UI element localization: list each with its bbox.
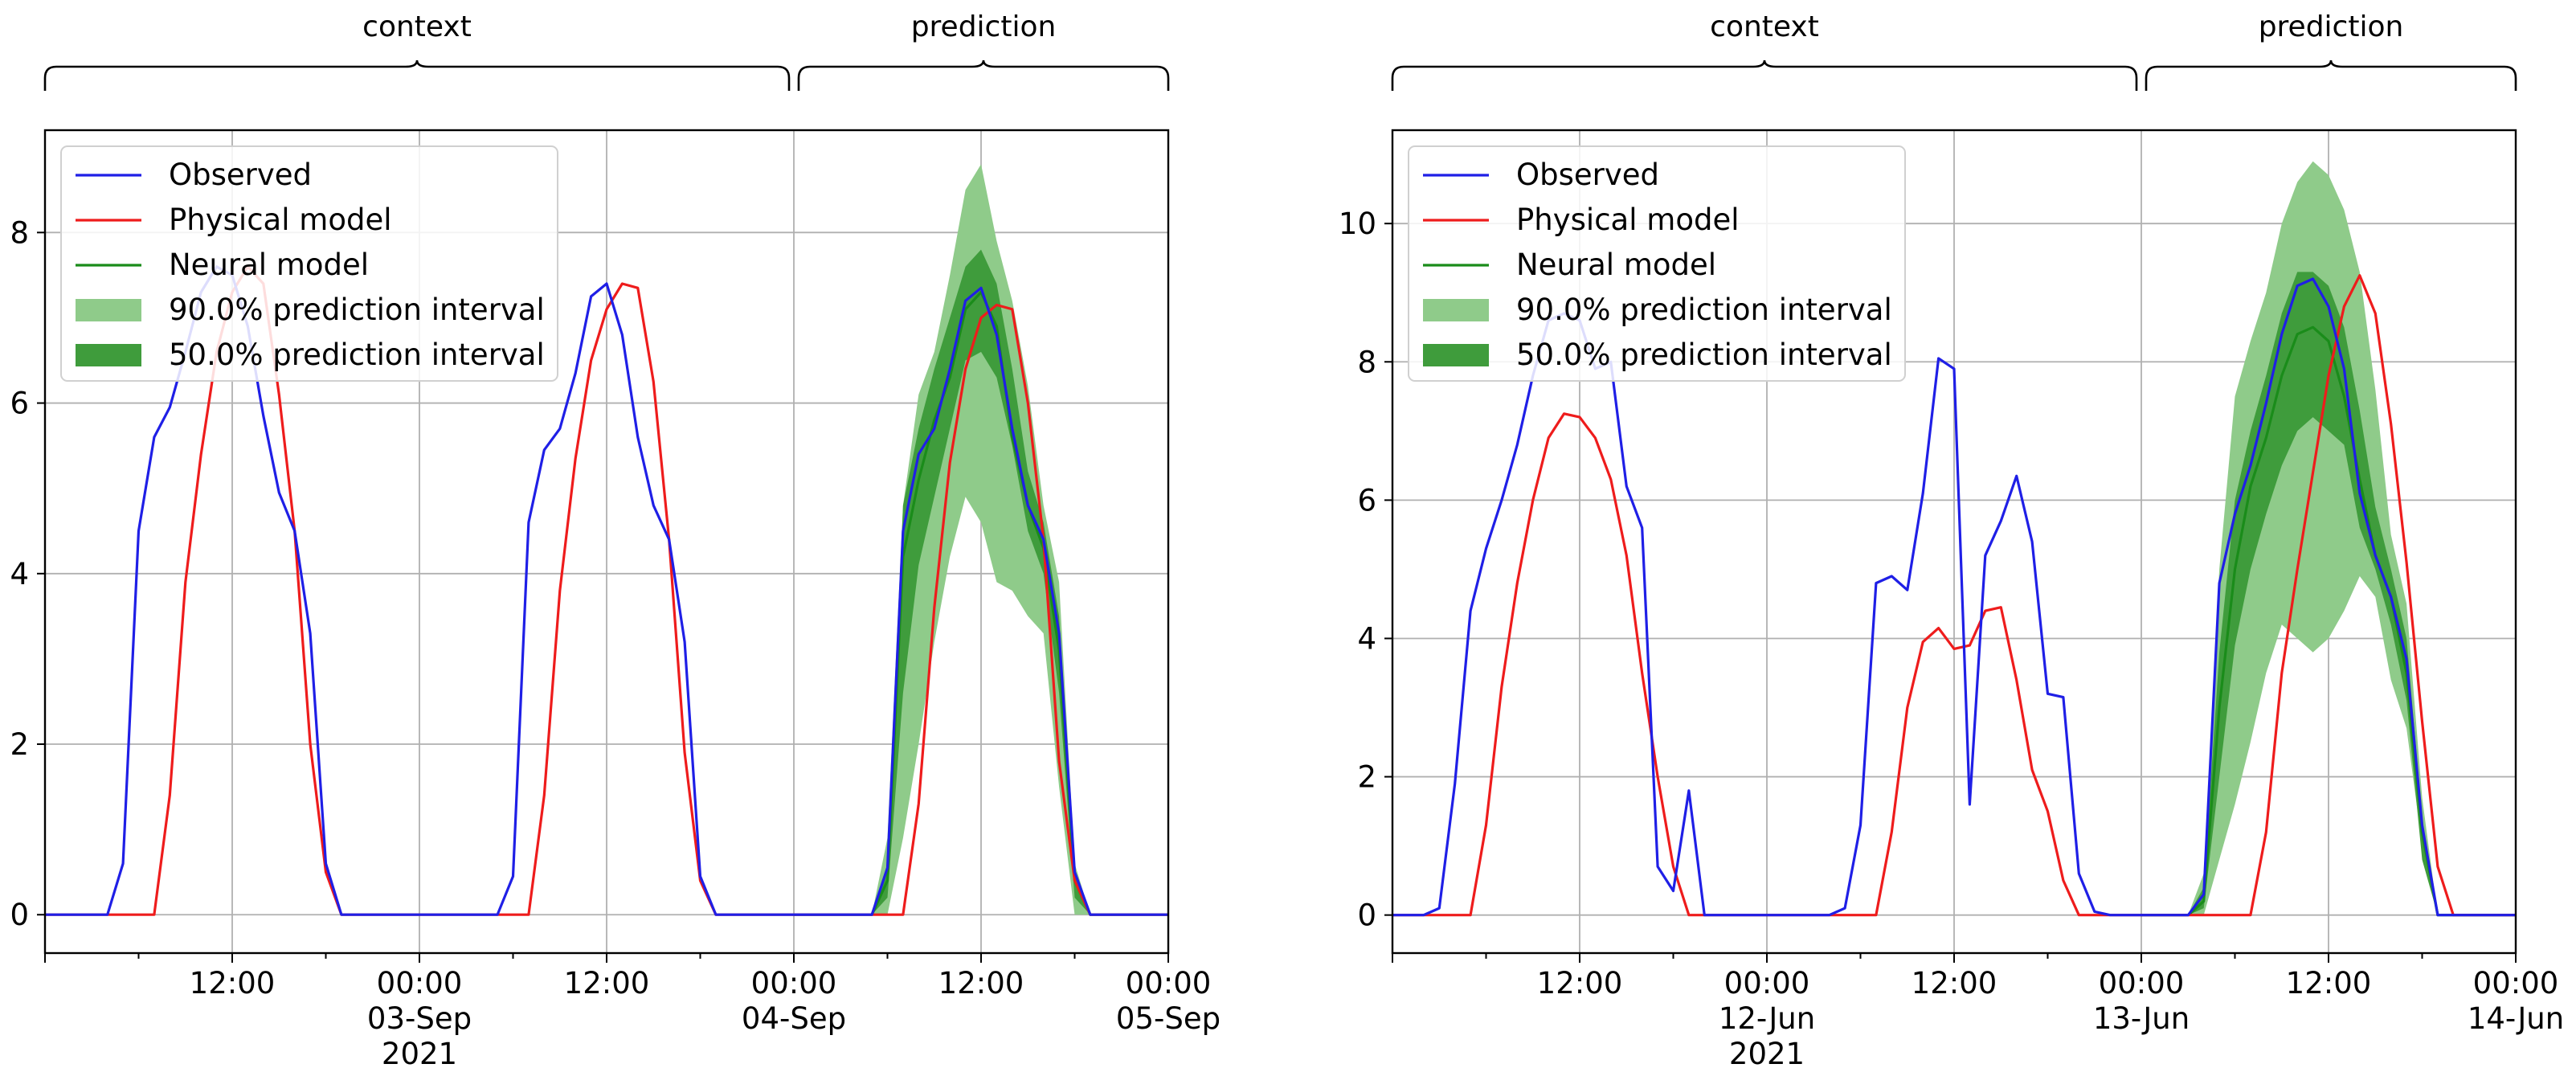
x-tick-label: 2021 — [382, 1037, 457, 1068]
y-tick-label: 2 — [1357, 760, 1376, 795]
legend-label: Physical model — [169, 203, 391, 237]
x-tick-label: 12-Jun — [1719, 1001, 1815, 1036]
legend-box — [1408, 145, 1906, 382]
region-brace-prediction — [797, 59, 1170, 91]
y-tick-label: 2 — [10, 727, 29, 762]
series-line-neural-model — [2141, 325, 2516, 917]
legend-box — [60, 145, 558, 382]
legend-swatch — [76, 344, 141, 366]
y-tick-label: 0 — [1357, 898, 1376, 933]
x-tick-label: 03-Sep — [367, 1001, 472, 1036]
region-brace-context — [43, 59, 791, 91]
x-tick-label: 13-Jun — [2093, 1001, 2190, 1036]
legend-label: Observed — [169, 158, 312, 192]
series-band-pi50 — [2188, 272, 2438, 915]
x-tick-label: 12:00 — [1537, 966, 1623, 1000]
region-label-context: context — [1710, 10, 1819, 43]
legend-label: Neural model — [1516, 248, 1716, 282]
legend-label: 90.0% prediction interval — [169, 293, 545, 327]
x-tick-label: 12:00 — [190, 966, 276, 1000]
series-line-physical-model — [1392, 274, 2516, 917]
x-tick-label: 12:00 — [564, 966, 650, 1000]
y-tick-label: 4 — [1357, 621, 1376, 656]
y-tick-label: 0 — [10, 898, 29, 932]
x-tick-label: 12:00 — [938, 966, 1024, 1000]
x-tick-label: 00:00 — [2099, 966, 2185, 1000]
x-tick-label: 2021 — [1729, 1037, 1805, 1068]
legend: Observed Physical model Neural model 90.0% … — [1408, 145, 1906, 382]
legend-swatch — [1423, 299, 1489, 321]
y-tick-label: 6 — [1357, 483, 1376, 518]
region-label-context: context — [362, 10, 472, 43]
x-tick-label: 00:00 — [751, 966, 837, 1000]
x-tick-label: 00:00 — [2473, 966, 2559, 1000]
legend-swatch — [76, 299, 141, 321]
y-tick-label: 8 — [1357, 345, 1376, 379]
legend-label: 90.0% prediction interval — [1516, 293, 1892, 327]
region-brace-prediction — [2145, 59, 2517, 91]
legend-swatch — [1423, 344, 1489, 366]
x-tick-label: 00:00 — [1126, 966, 1212, 1000]
legend-label: Observed — [1516, 158, 1659, 192]
x-tick-label: 14-Jun — [2468, 1001, 2564, 1036]
y-tick-label: 8 — [10, 215, 29, 250]
region-label-prediction: prediction — [911, 10, 1057, 43]
y-tick-label: 6 — [10, 387, 29, 421]
x-tick-label: 00:00 — [1724, 966, 1810, 1000]
x-tick-label: 04-Sep — [742, 1001, 846, 1036]
y-tick-label: 10 — [1339, 207, 1376, 241]
series-band-pi50 — [872, 249, 1090, 915]
y-tick-label: 4 — [10, 557, 29, 591]
x-tick-label: 05-Sep — [1116, 1001, 1221, 1036]
region-label-prediction: prediction — [2259, 10, 2404, 43]
plot-area — [45, 164, 1168, 916]
series-band-pi90 — [2188, 161, 2438, 915]
legend-label: 50.0% prediction interval — [169, 338, 545, 372]
legend-label: Physical model — [1516, 203, 1739, 237]
x-tick-label: 00:00 — [377, 966, 463, 1000]
legend-label: Neural model — [169, 248, 369, 282]
legend: Observed Physical model Neural model 90.0% … — [60, 145, 558, 382]
plot-area — [1392, 161, 2516, 917]
region-brace-context — [1391, 59, 2138, 91]
x-tick-label: 12:00 — [1912, 966, 1997, 1000]
legend-label: 50.0% prediction interval — [1516, 338, 1892, 372]
x-tick-label: 12:00 — [2286, 966, 2372, 1000]
